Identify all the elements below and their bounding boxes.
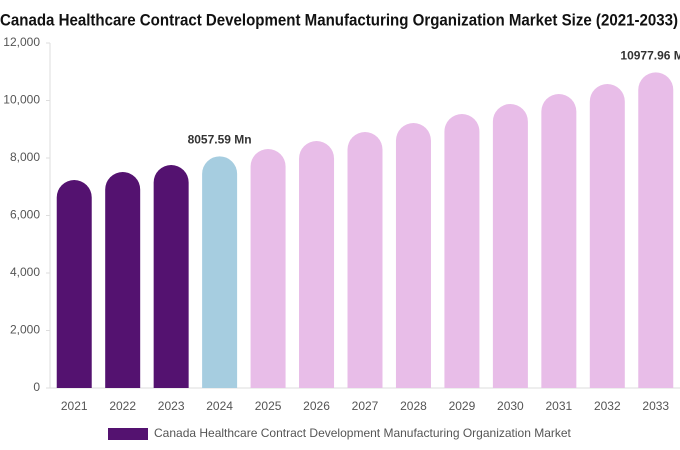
bar <box>638 72 674 388</box>
x-tick-label: 2029 <box>449 399 476 413</box>
bar <box>202 156 238 388</box>
chart-title: Canada Healthcare Contract Development M… <box>0 10 678 29</box>
legend-label: Canada Healthcare Contract Development M… <box>154 426 572 440</box>
x-tick-label: 2033 <box>642 399 669 413</box>
x-tick-label: 2023 <box>158 399 185 413</box>
x-tick-label: 2031 <box>545 399 572 413</box>
x-tick-label: 2027 <box>352 399 379 413</box>
value-label: 10977.96 Mn <box>620 49 680 63</box>
x-tick-label: 2028 <box>400 399 427 413</box>
x-tick-label: 2026 <box>303 399 330 413</box>
bar <box>444 114 480 388</box>
x-tick-label: 2032 <box>594 399 621 413</box>
x-tick-label: 2024 <box>206 399 233 413</box>
y-tick-label: 8,000 <box>10 150 40 164</box>
x-tick-label: 2025 <box>255 399 282 413</box>
y-tick-label: 4,000 <box>10 265 40 279</box>
y-tick-label: 0 <box>33 380 40 394</box>
bar <box>56 180 92 388</box>
bar <box>153 164 189 388</box>
y-tick-label: 12,000 <box>3 35 40 49</box>
y-tick-label: 10,000 <box>3 93 40 107</box>
bar <box>541 94 577 388</box>
bar <box>299 141 335 388</box>
legend-swatch <box>108 428 148 440</box>
y-tick-label: 6,000 <box>10 208 40 222</box>
bar <box>589 83 625 388</box>
x-tick-label: 2021 <box>61 399 88 413</box>
x-tick-label: 2022 <box>109 399 136 413</box>
bar <box>250 149 286 388</box>
y-tick-label: 2,000 <box>10 323 40 337</box>
bar <box>395 123 431 389</box>
bar <box>347 132 383 388</box>
bar <box>492 104 528 389</box>
bar <box>105 172 141 388</box>
value-label: 8057.59 Mn <box>188 133 252 147</box>
x-tick-label: 2030 <box>497 399 524 413</box>
